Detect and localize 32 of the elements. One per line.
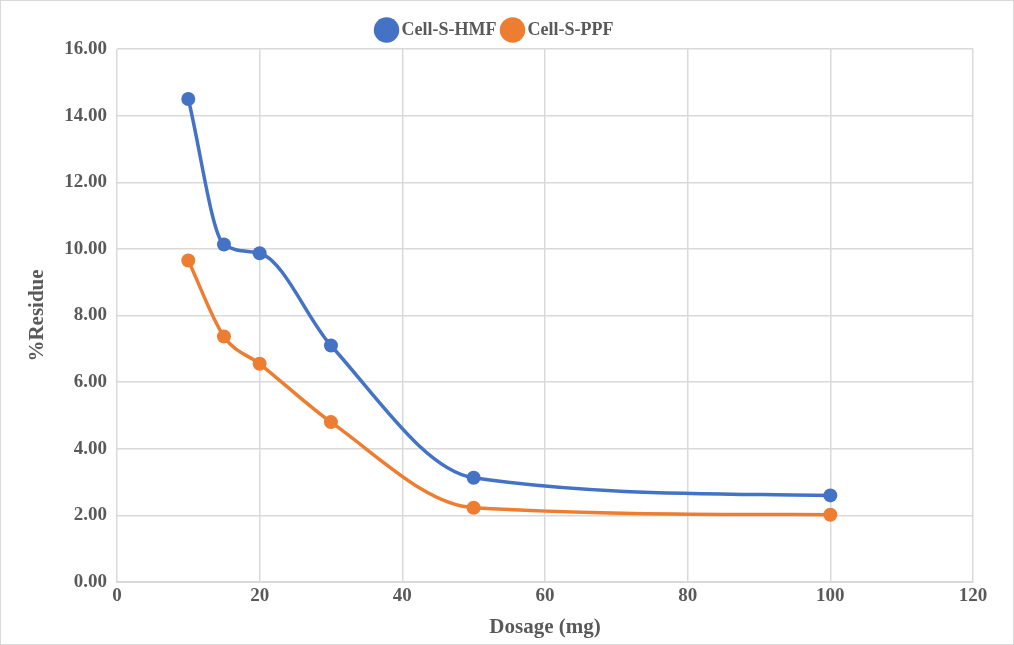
x-tick-label: 0: [112, 584, 122, 606]
x-tick-label: 40: [392, 584, 412, 606]
point: [323, 415, 338, 430]
point: [466, 470, 481, 485]
y-tick-label: 6.00: [73, 370, 107, 392]
y-tick-label: 8.00: [73, 303, 107, 325]
point: [466, 500, 481, 515]
y-tick-label: 12.00: [64, 170, 107, 192]
point: [252, 246, 267, 261]
point: [823, 507, 838, 522]
x-axis-title: Dosage (mg): [489, 613, 601, 638]
x-tick-label: 20: [250, 584, 270, 606]
x-tick-label: 100: [816, 584, 845, 606]
y-tick-label: 0.00: [73, 569, 107, 591]
x-tick-label: 60: [535, 584, 555, 606]
point: [216, 237, 231, 252]
x-tick-label: 120: [958, 584, 988, 606]
point: [823, 488, 838, 503]
point: [181, 91, 196, 106]
x-tick-label: 80: [678, 584, 698, 606]
legend-label: Cell-S-PPF: [527, 18, 614, 39]
y-tick-label: 2.00: [73, 503, 107, 525]
y-tick-label: 16.00: [64, 36, 107, 58]
y-tick-label: 10.00: [64, 236, 107, 258]
y-tick-label: 14.00: [64, 103, 107, 125]
point: [323, 338, 338, 353]
legend-label: Cell-S-HMF: [401, 18, 497, 39]
y-tick-label: 4.00: [73, 436, 107, 458]
point: [181, 253, 196, 268]
point: [252, 356, 267, 371]
point: [216, 329, 231, 344]
y-axis-title: %Residue: [24, 269, 49, 362]
